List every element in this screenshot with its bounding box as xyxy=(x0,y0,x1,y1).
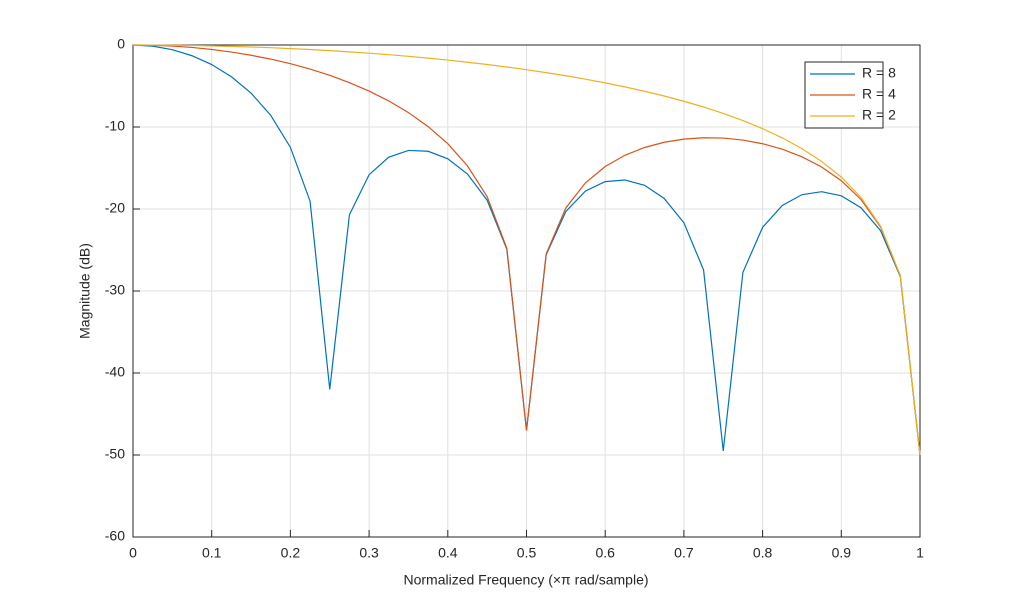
x-tick-label: 0.7 xyxy=(674,545,694,561)
x-tick-label: 0.5 xyxy=(517,545,537,561)
y-axis-label: Magnitude (dB) xyxy=(77,243,93,339)
x-tick-label: 0.2 xyxy=(281,545,301,561)
y-tick-label: -50 xyxy=(105,446,125,462)
x-tick-label: 0.3 xyxy=(359,545,379,561)
legend-label: R = 4 xyxy=(862,86,896,102)
x-axis-label: Normalized Frequency (×π rad/sample) xyxy=(403,572,648,588)
x-tick-label: 0.6 xyxy=(595,545,615,561)
y-tick-label: -30 xyxy=(105,282,125,298)
legend-label: R = 2 xyxy=(862,107,896,123)
y-tick-label: -20 xyxy=(105,200,125,216)
x-tick-label: 0.1 xyxy=(202,545,222,561)
x-tick-label: 0.8 xyxy=(753,545,773,561)
x-tick-label: 1 xyxy=(916,545,924,561)
x-tick-label: 0 xyxy=(129,545,137,561)
y-tick-label: 0 xyxy=(117,36,125,52)
y-tick-label: -40 xyxy=(105,364,125,380)
y-tick-label: -10 xyxy=(105,118,125,134)
x-tick-label: 0.4 xyxy=(438,545,458,561)
line xyxy=(132,44,921,456)
line xyxy=(132,44,921,456)
legend-label: R = 8 xyxy=(862,65,896,81)
x-tick-label: 0.9 xyxy=(832,545,852,561)
y-tick-label: -60 xyxy=(105,528,125,544)
